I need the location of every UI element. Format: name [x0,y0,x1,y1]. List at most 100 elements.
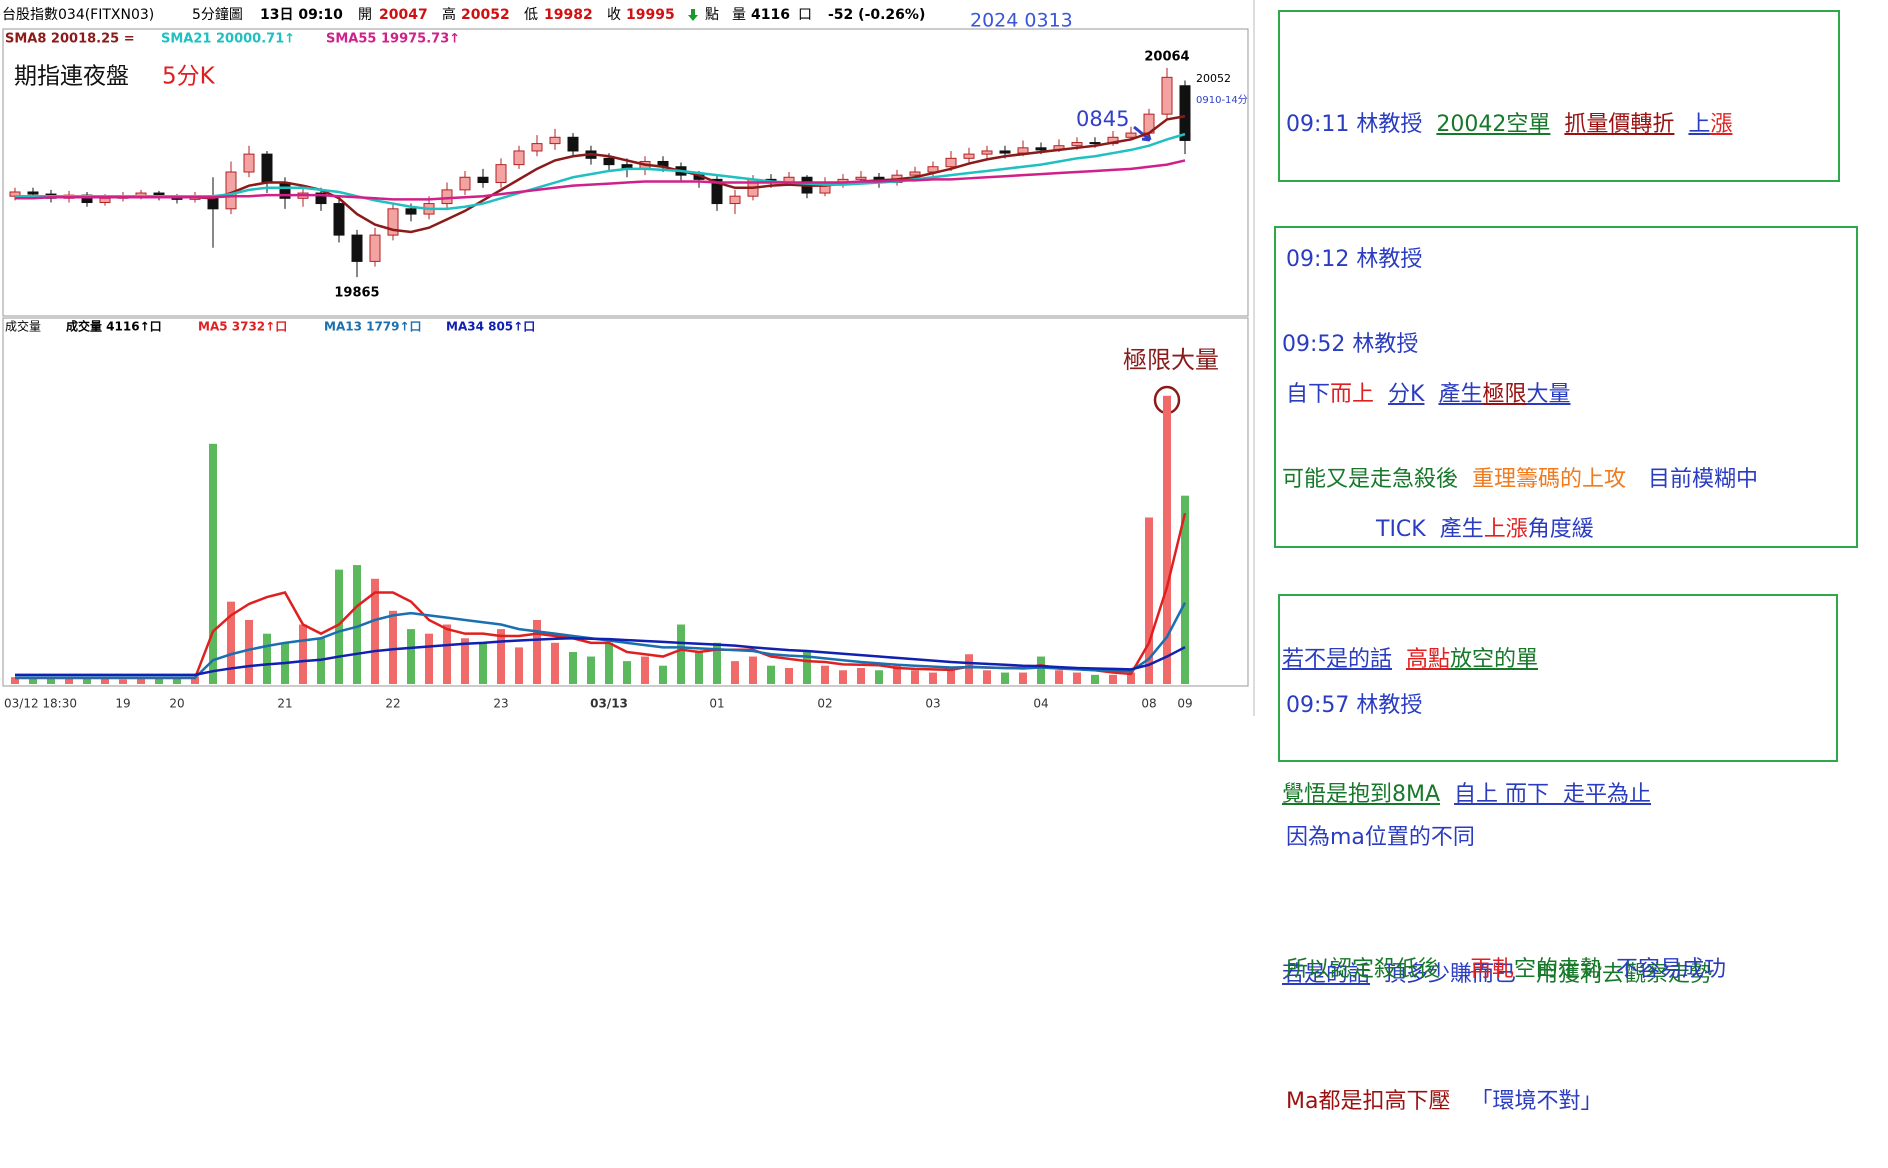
note-line: 09:11 林教授 20042空單 抓量價轉折 上漲 [1280,102,1838,147]
candle-body [963,153,975,159]
x-tick-label: 03 [925,697,940,711]
volume-bar [317,638,325,684]
volume-bar [893,665,901,684]
note-text: 09:57 林教授 [1286,693,1423,718]
symbol: 台股指數034(FITXN03) [2,7,154,23]
annotation: 0910-14分 [1196,94,1248,106]
x-tick-label: 03/13 [590,697,628,711]
volume-bar [839,670,847,684]
volume-bar [389,610,397,684]
legend-entry: SMA55 19975.73↑ [326,32,460,47]
candle-body [531,143,543,152]
price-panel [2,28,1249,317]
note-line: 自下而上 分K 產生極限大量 [1280,372,1838,417]
candle-body [999,150,1011,154]
x-tick-label: 01 [709,697,724,711]
candle-body [495,164,507,184]
volume-bar [1037,656,1045,684]
candle-body [1161,76,1173,115]
volume-bar [299,624,307,684]
candle-body [729,195,741,205]
candle-body [981,150,993,155]
candle-body [369,234,381,262]
note-text: 自下 [1286,382,1331,407]
candle-body [603,157,615,166]
volume-bar [335,569,343,684]
volume-bar [857,667,865,684]
note-line: 09:57 林教授 [1280,684,1836,728]
note-box: 09:52 林教授 可能又是走急殺後 重理籌碼的上攻 目前模糊中 若不是的話 高點放空… [1274,226,1858,987]
page: 台股指數034(FITXN03) 5分鐘圖 13日 09:10 開 20047 … [2,0,1858,1114]
volume-bar [443,624,451,684]
candle-body [315,192,327,205]
note-text: 漲 [1710,112,1733,137]
volume-bar [1127,672,1135,684]
candle-body [711,178,723,205]
time: 13日 09:10 [260,7,343,23]
volume-bar [407,629,415,684]
volume-bar [623,661,631,684]
candle-body [459,176,471,191]
candle-body [855,176,867,180]
x-tick-label: 03/12 18:30 [4,697,77,711]
low-label: 低 [524,7,538,23]
note-box: 09:57 林教授 因為ma位置的不同 所以認定殺低後 再軋空的走勢 不容易成功 M… [1278,594,1838,1114]
header: 台股指數034(FITXN03) 5分鐘圖 13日 09:10 開 20047 … [2,6,1073,32]
annotation: 極限大量 [1123,346,1219,374]
open-value: 20047 [379,7,428,23]
candle-body [1017,147,1029,154]
volume-bar [371,578,379,684]
volume-bar [551,642,559,684]
x-tick-label: 23 [493,697,508,711]
period: 5分鐘圖 [192,6,243,23]
note-line: 因為ma位置的不同 [1280,816,1836,860]
volume-bar [983,670,991,684]
candle-body [1071,142,1083,147]
volume-bar [569,651,577,684]
volume-bar [1163,395,1171,684]
candle-body [261,153,273,184]
note-text: 角度緩 [1527,517,1594,542]
note-text: 上漲 [1483,517,1528,542]
x-tick-label: 22 [385,697,400,711]
high-value: 20052 [461,7,510,23]
annotation: 20052 [1196,72,1231,85]
note-text: 產生 [1438,382,1483,407]
volume-ma-line [15,512,1187,680]
volume-bar [227,601,235,684]
x-tick-label: 21 [277,697,292,711]
chart: 台股指數034(FITXN03) 5分鐘圖 13日 09:10 開 20047 … [2,0,1255,716]
note-text: 「環境不對」 [1470,1089,1603,1114]
candle-body [405,208,417,215]
candle-body [333,203,345,236]
note-line: 09:12 林教授 [1280,237,1838,282]
low-value: 19982 [544,7,593,23]
volume-unit: 口 [798,7,812,23]
note-text: TICK 產生 [1376,517,1484,542]
candle-body [567,136,579,152]
note-text: 上 [1688,112,1711,137]
note-text: 放空的單 [1450,647,1539,672]
volume-bar [929,672,937,684]
note-text: 重理籌碼的上攻 [1472,467,1627,492]
volume-bar [533,619,541,684]
annotation: 20064 [1144,50,1189,65]
volume-bar [11,677,19,684]
x-tick-label: 04 [1033,697,1048,711]
candle-body [1179,85,1191,141]
volume-bar [263,633,271,684]
candle-body [477,176,489,184]
candle-body [27,191,39,195]
x-tick-label: 09 [1177,697,1192,711]
note-text: 目前模糊中 [1648,467,1759,492]
volume-bar [497,629,505,684]
candle-body [909,171,921,176]
volume-bar [731,661,739,684]
annotation: 期指連夜盤 [14,64,129,90]
volume-title: 成交量 [5,319,41,334]
volume-bar [119,679,127,684]
note-text: 空的走勢 [1514,957,1603,982]
legend-entry: SMA21 20000.71↑ [161,32,295,47]
change: -52 (-0.26%) [828,7,925,23]
ma-line [15,159,1186,201]
